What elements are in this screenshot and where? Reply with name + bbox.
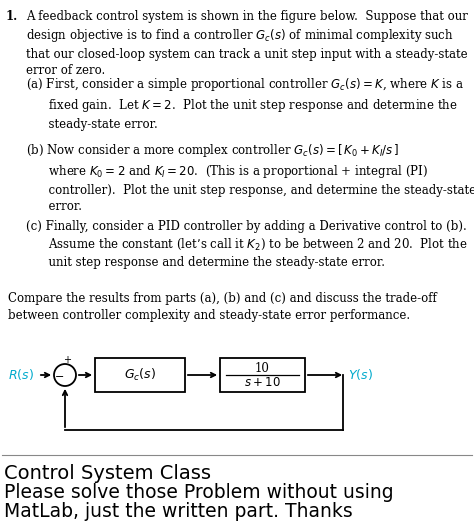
Text: A feedback control system is shown in the figure below.  Suppose that our
design: A feedback control system is shown in th… xyxy=(26,10,468,77)
Text: $R(s)$: $R(s)$ xyxy=(8,367,34,383)
FancyBboxPatch shape xyxy=(220,358,305,392)
Text: $Y(s)$: $Y(s)$ xyxy=(348,367,373,383)
Text: (b) Now consider a more complex controller $G_c(s) = [\, K_0 + K_I/s\,]$
      w: (b) Now consider a more complex controll… xyxy=(26,142,474,213)
Text: $G_c(s)$: $G_c(s)$ xyxy=(124,367,156,383)
Text: MatLab, just the written part. Thanks: MatLab, just the written part. Thanks xyxy=(4,502,353,521)
Text: Compare the results from parts (a), (b) and (c) and discuss the trade-off
betwee: Compare the results from parts (a), (b) … xyxy=(8,292,437,322)
Text: −: − xyxy=(55,372,64,382)
FancyBboxPatch shape xyxy=(95,358,185,392)
Text: Control System Class: Control System Class xyxy=(4,464,211,483)
Text: 1.: 1. xyxy=(6,10,18,23)
Text: (a) First, consider a simple proportional controller $G_c(s) = K$, where $K$ is : (a) First, consider a simple proportiona… xyxy=(26,76,464,131)
Text: 10: 10 xyxy=(255,361,270,375)
Text: +: + xyxy=(63,355,71,365)
Text: (c) Finally, consider a PID controller by adding a Derivative control to (b).
  : (c) Finally, consider a PID controller b… xyxy=(26,220,468,269)
Text: Please solve those Problem without using: Please solve those Problem without using xyxy=(4,483,393,502)
Text: $s + 10$: $s + 10$ xyxy=(244,376,281,390)
